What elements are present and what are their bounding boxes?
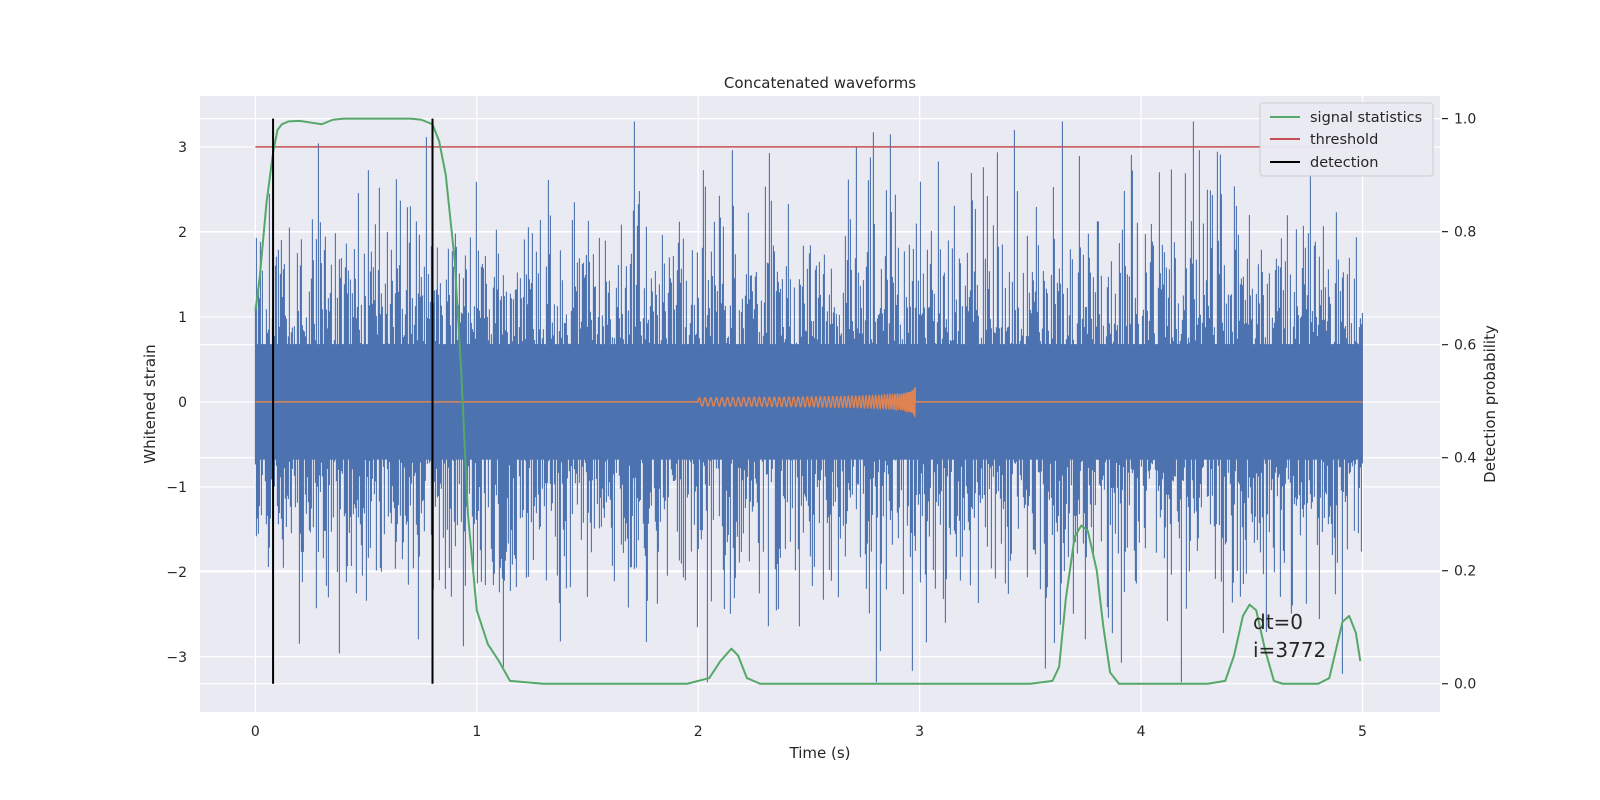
y-left-tick-label-2: 1	[178, 310, 187, 326]
y-right-tick-label-5: 0.0	[1454, 677, 1476, 693]
plot-layer	[254, 117, 1363, 685]
y-right-tick-label-4: 0.2	[1454, 564, 1476, 580]
y-left-tick-label-1: 2	[178, 225, 187, 241]
x-tick-label-5: 5	[1358, 724, 1367, 740]
x-tick-label-2: 2	[694, 724, 703, 740]
legend: signal statistics threshold detection	[1259, 102, 1434, 177]
annotation: dt=0 i=3772	[1253, 610, 1326, 662]
y-axis-label-right: Detection probability	[1481, 325, 1499, 483]
y-axis-label-left: Whitened strain	[141, 344, 159, 463]
y-right-tick-label-2: 0.6	[1454, 338, 1476, 354]
y-left-tick-label-5: −2	[166, 565, 187, 581]
chirp-waveform	[255, 386, 1363, 417]
y-right-tick-label-0: 1.0	[1454, 112, 1476, 128]
x-tick-label-0: 0	[251, 724, 260, 740]
x-tick-label-1: 1	[472, 724, 481, 740]
annotation-index: i=3772	[1253, 638, 1326, 662]
x-tick-label-3: 3	[915, 724, 924, 740]
signal-statistics-line	[254, 117, 1362, 685]
legend-label-signal-statistics: signal statistics	[1310, 110, 1422, 126]
x-tick-label-4: 4	[1137, 724, 1146, 740]
legend-label-threshold: threshold	[1310, 132, 1378, 148]
y-left-tick-label-3: 0	[178, 395, 187, 411]
y-right-tick-label-1: 0.8	[1454, 225, 1476, 241]
legend-label-detection: detection	[1310, 155, 1378, 171]
y-left-tick-label-6: −3	[166, 650, 187, 666]
y-left-tick-label-0: 3	[178, 140, 187, 156]
annotation-dt: dt=0	[1253, 610, 1303, 634]
legend-box	[1259, 102, 1434, 177]
axes-layer: 0 1 2 3 4 5 3 2 1 0 −1 −2 −3 1.0 0.8 0.6 0.4 0.2 0.0	[166, 112, 1476, 740]
chart-title: Concatenated waveforms	[724, 74, 916, 92]
x-axis-label: Time (s)	[789, 744, 851, 762]
y-left-tick-label-4: −1	[166, 480, 187, 496]
y-right-tick-label-3: 0.4	[1454, 451, 1476, 467]
